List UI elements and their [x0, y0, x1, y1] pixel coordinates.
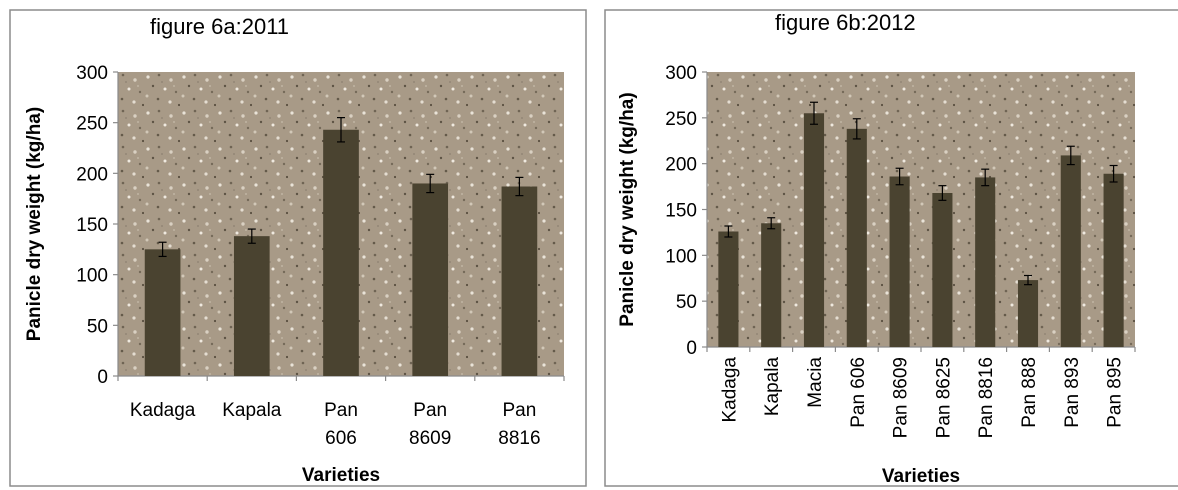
- chart-2012: figure 6b:2012 0 50 100 150 200 250 300 Panicle …: [604, 9, 1178, 487]
- error-bar: [938, 185, 947, 201]
- error-bar: [515, 176, 524, 197]
- error-bar: [337, 116, 345, 143]
- y-tick-label: 100: [665, 246, 697, 267]
- x-axis-label: Varieties: [882, 466, 960, 487]
- bar-pan-606: [323, 129, 359, 376]
- x-tick-label: Pan 8816: [976, 357, 997, 438]
- chart-panel-2012: figure 6b:2012 0 50 100 150 200 250 300 Panicle …: [595, 0, 1178, 490]
- y-tick-label: 0: [97, 367, 108, 388]
- error-bar: [158, 241, 167, 258]
- bar-pan-606: [846, 128, 867, 347]
- chart-title: figure 6a:2011: [150, 14, 289, 39]
- bar-pan-893: [1060, 155, 1081, 347]
- x-tick-label: Pan 8609: [891, 357, 912, 438]
- bar-pan-8816: [501, 186, 538, 376]
- x-tick-label: Pan 895: [1105, 357, 1126, 428]
- error-bar: [1109, 164, 1118, 183]
- y-tick-label: 150: [76, 215, 108, 236]
- bar-pan-8625: [932, 193, 953, 347]
- error-bar: [724, 225, 733, 238]
- x-tick-label: Macia: [805, 357, 826, 408]
- y-tick-label: 250: [76, 114, 108, 135]
- bar-kadaga: [144, 249, 181, 376]
- y-axis-label: Panicle dry weight (kg/ha): [617, 92, 638, 326]
- error-bar: [1066, 145, 1075, 166]
- x-tick-label: Pan: [413, 400, 447, 421]
- y-axis-label: Panicle dry weight (kg/ha): [24, 107, 45, 341]
- x-tick-label: Kadaga: [719, 357, 740, 423]
- bar-macia: [803, 113, 825, 347]
- bar-pan-895: [1103, 173, 1124, 347]
- x-tick-label: Pan: [324, 400, 358, 421]
- error-bar: [981, 168, 990, 187]
- y-tick-label: 150: [665, 201, 697, 222]
- y-tick-label: 50: [676, 292, 697, 313]
- x-tick-label: Pan 606: [848, 357, 869, 428]
- chart-frame: [9, 9, 587, 487]
- y-tick-label: 200: [665, 155, 697, 176]
- chart-panel-2011: figure 6a:2011 0 50 100 150 200 250 300 Panicle …: [9, 9, 587, 487]
- bar-kapala: [233, 236, 270, 376]
- x-tick-label: Kapala: [222, 400, 282, 421]
- x-tick-label: Pan 893: [1062, 357, 1083, 428]
- error-bar: [247, 228, 256, 244]
- chart-2011: figure 6a:2011 0 50 100 150 200 250 300 Panicle …: [9, 9, 587, 487]
- error-bar: [852, 118, 861, 140]
- bar-pan-8609: [889, 176, 910, 347]
- y-tick-label: 200: [76, 164, 108, 185]
- x-axis-label: Varieties: [302, 465, 380, 486]
- y-tick-label: 0: [686, 338, 697, 359]
- x-tick-label: Pan 8625: [933, 357, 954, 438]
- y-tick-label: 300: [665, 63, 697, 84]
- x-tick-label: Pan 888: [1019, 357, 1040, 428]
- x-tick-label: Kadaga: [130, 400, 196, 421]
- chart-frame: [604, 9, 1178, 487]
- error-bar: [810, 101, 818, 125]
- y-tick-label: 300: [76, 63, 108, 84]
- bar-pan-8816: [975, 177, 996, 347]
- bar-pan-8609: [412, 183, 449, 376]
- x-tick-label: 8609: [409, 428, 451, 449]
- x-tick-label: Kapala: [762, 357, 783, 417]
- bar-kadaga: [718, 231, 739, 347]
- x-tick-label: Pan: [502, 400, 536, 421]
- error-bar: [426, 173, 435, 194]
- error-bar: [895, 167, 904, 186]
- error-bar: [1024, 274, 1032, 286]
- chart-title: figure 6b:2012: [775, 10, 916, 35]
- bar-pan-888: [1017, 280, 1039, 347]
- y-tick-label: 100: [76, 266, 108, 287]
- error-bar: [767, 217, 776, 230]
- x-tick-label: 606: [325, 428, 357, 449]
- bar-kapala: [761, 223, 782, 347]
- x-tick-label: 8816: [498, 428, 540, 449]
- y-tick-label: 250: [665, 109, 697, 130]
- y-tick-label: 50: [87, 316, 108, 337]
